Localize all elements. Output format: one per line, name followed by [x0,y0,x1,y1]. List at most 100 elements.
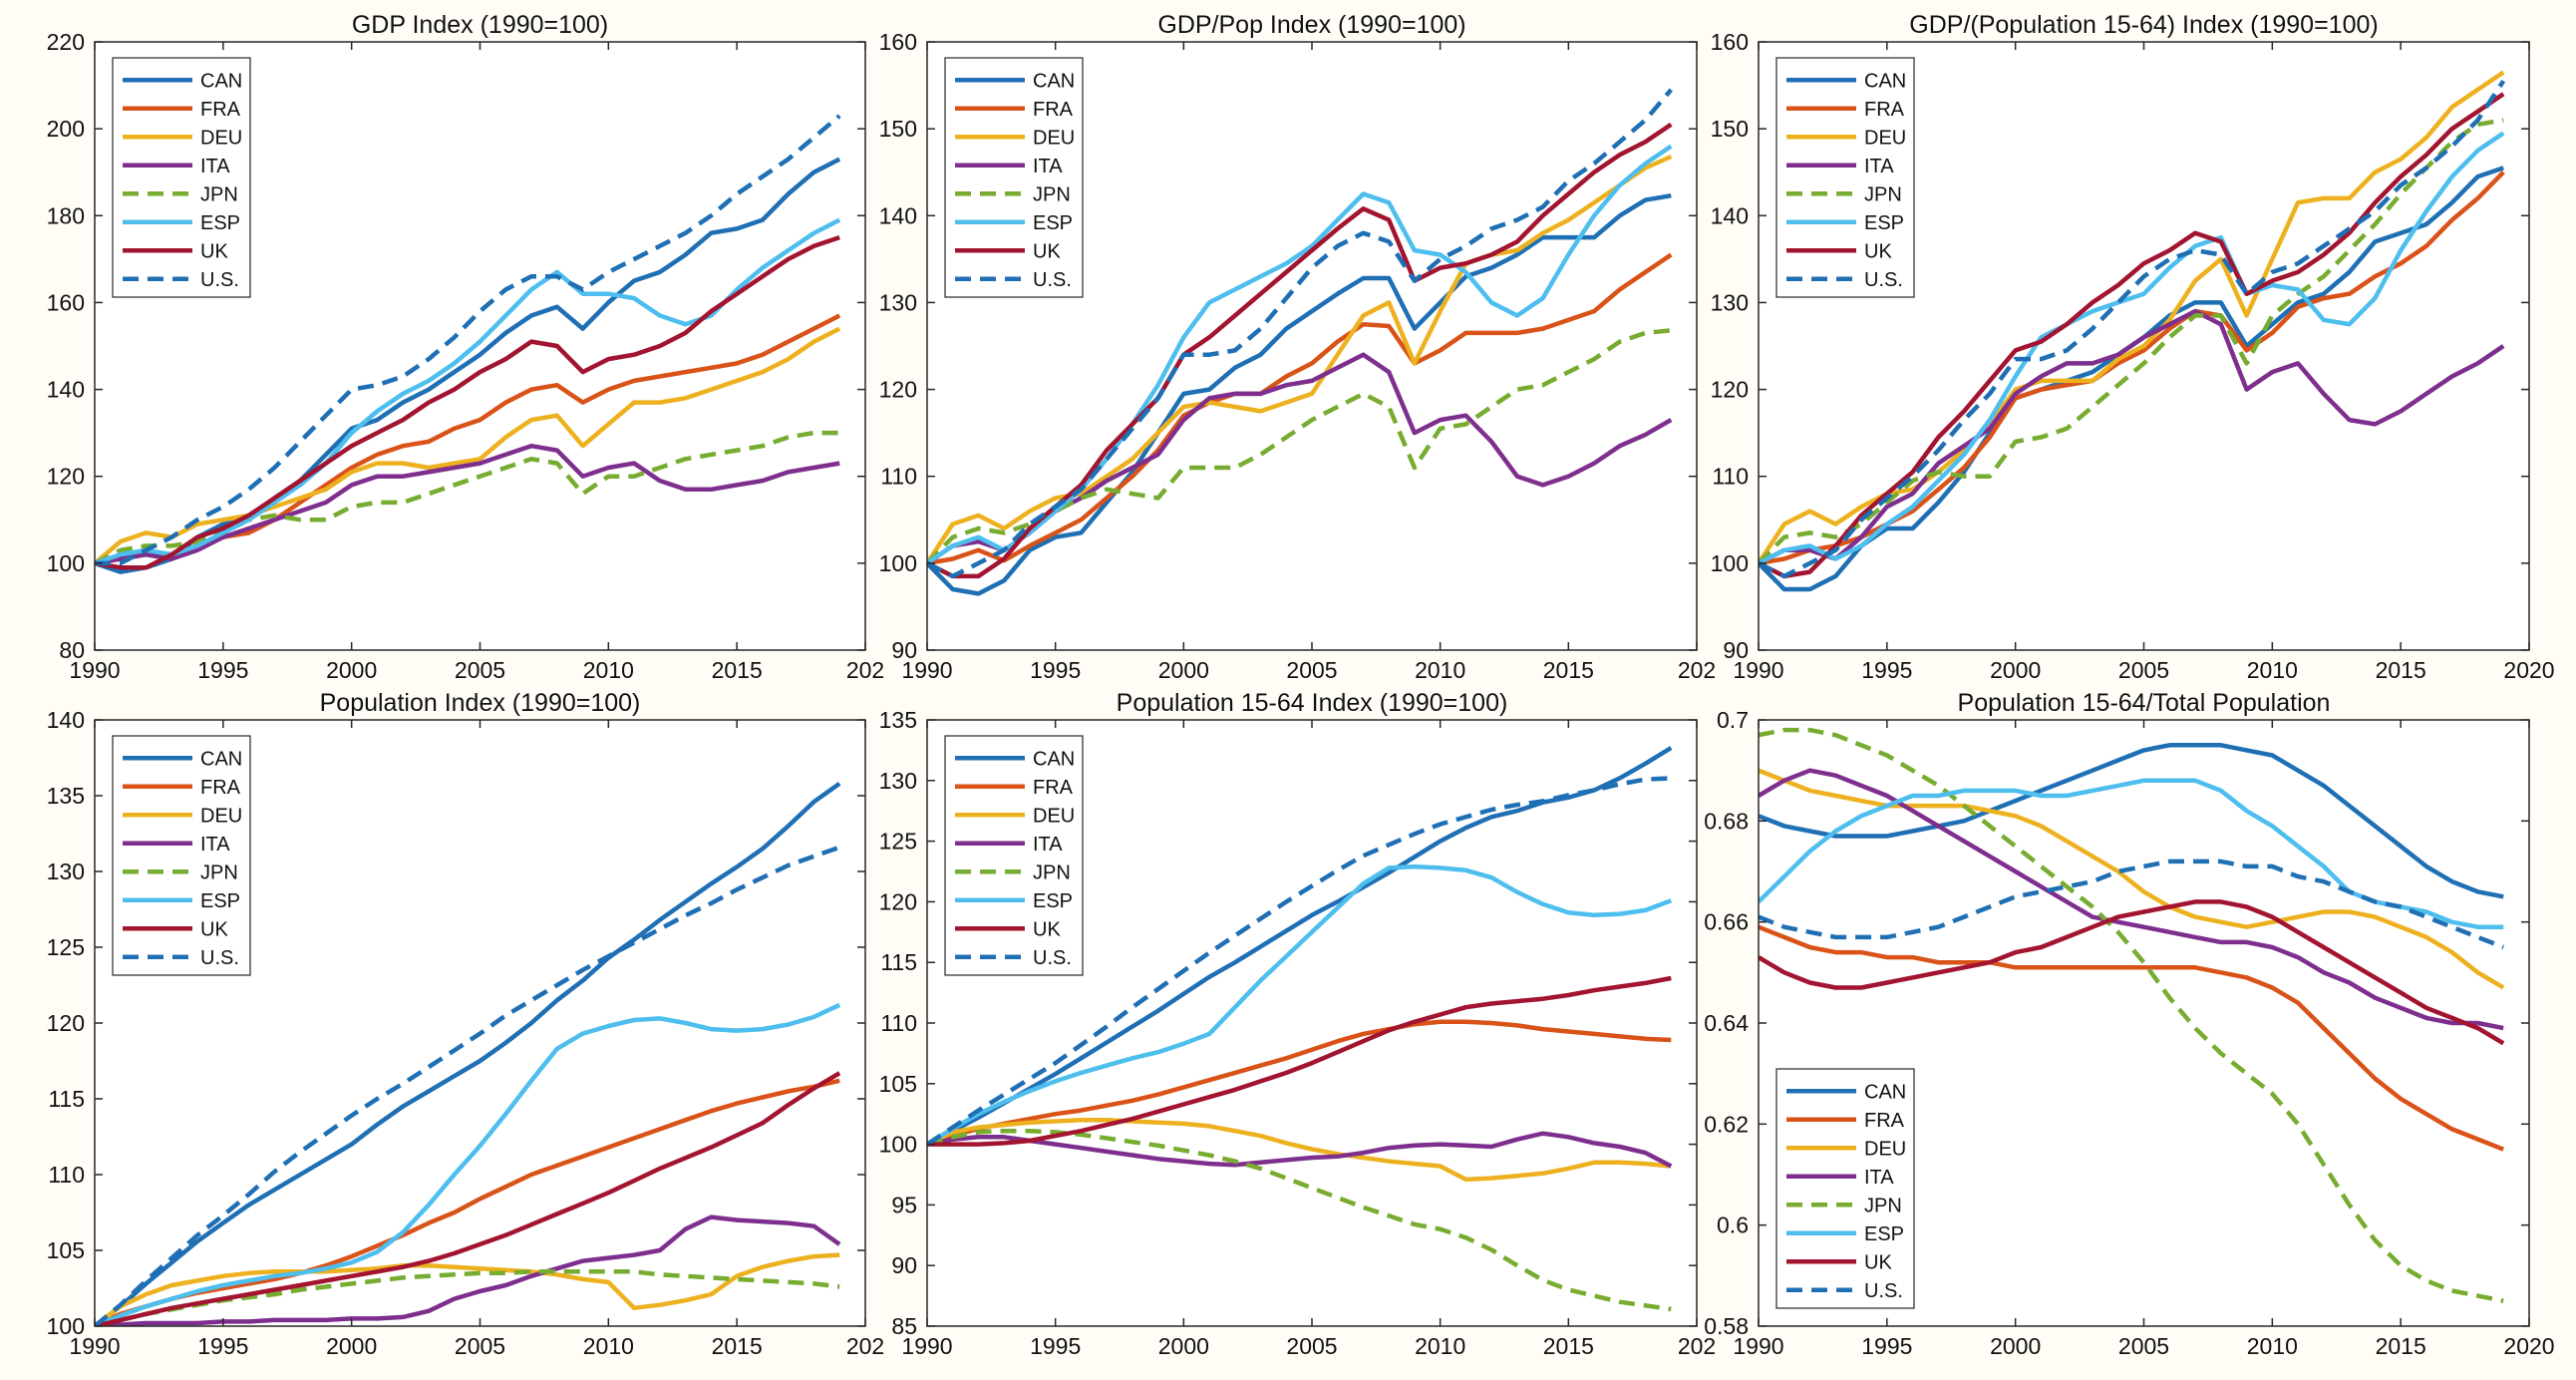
legend-label: ESP [200,212,240,234]
x-tick-label: 1995 [1861,657,1912,683]
legend-label: ESP [200,890,240,912]
y-tick-label: 125 [879,829,917,855]
y-tick-label: 110 [880,464,917,490]
chart-title: Population 15-64/Total Population [1958,689,2331,717]
y-tick-label: 0.58 [1704,1313,1749,1339]
y-tick-label: 100 [879,1132,917,1158]
legend-box [944,735,1084,976]
legend-label: UK [1033,918,1061,940]
y-tick-label: 110 [1712,464,1749,490]
series-line-jpn [927,1128,1672,1312]
y-tick-label: 85 [891,1313,917,1339]
x-tick-label: 1990 [1733,1333,1783,1359]
legend-label: FRA [1033,777,1074,799]
legend-label: ITA [1864,1167,1894,1189]
x-tick-label: 1995 [197,1333,248,1359]
legend-label: JPN [1033,183,1071,205]
y-tick-label: 115 [48,1086,85,1112]
x-tick-label: 1990 [69,657,120,683]
series-line-uk [1759,92,2505,579]
series-line-esp [95,1002,841,1326]
x-tick-label: 2005 [455,1333,505,1359]
x-tick-label: 2015 [2376,1333,2426,1359]
series-line-deu [95,326,841,565]
y-tick-label: 140 [47,707,85,733]
series-line-can [95,157,841,574]
legend-label: JPN [200,183,238,205]
series-line-esp [1759,131,2505,565]
legend-label: JPN [1864,1195,1902,1216]
legend-label: DEU [1033,805,1075,827]
y-tick-label: 0.6 [1717,1212,1749,1238]
legend-label: U.S. [1864,269,1903,291]
series-line-uk [927,122,1673,579]
legend: CAN FRA DEU ITA JPN ESP UK U.S. [1775,1068,1915,1309]
y-tick-label: 80 [59,637,85,663]
legend-label: CAN [200,748,242,770]
x-tick-label: 1995 [1030,1333,1081,1359]
legend-label: ITA [200,156,230,177]
x-tick-label: 2000 [1158,1333,1209,1359]
legend-label: UK [200,240,228,262]
y-tick-label: 130 [1711,289,1749,315]
x-tick-label: 1995 [197,657,248,683]
x-tick-label: 2005 [2118,1333,2169,1359]
series-line-jpn [927,328,1672,565]
series-line-ita [1759,308,2505,565]
chart-title: Population 15-64 Index (1990=100) [1117,689,1508,717]
legend-label: U.S. [200,269,239,291]
legend-label: CAN [1864,70,1906,92]
y-tick-label: 125 [47,934,85,960]
y-tick-label: 160 [1711,29,1749,55]
x-tick-label: 1995 [1030,657,1081,683]
legend-label: ESP [1033,890,1073,912]
chart-title: Population Index (1990=100) [320,689,641,717]
legend-label: DEU [1864,1138,1906,1160]
y-tick-label: 115 [880,949,917,975]
y-tick-label: 140 [1711,202,1749,228]
legend-box [944,57,1084,298]
x-tick-label: 202 [1678,1333,1716,1359]
x-tick-label: 2000 [1990,1333,2041,1359]
x-tick-label: 202 [846,657,884,683]
x-tick-label: 2000 [1158,657,1209,683]
series-line-us [95,114,841,566]
series-line-can [1759,743,2504,899]
y-tick-label: 100 [47,550,85,576]
legend-label: DEU [200,805,242,827]
y-tick-label: 130 [879,289,917,315]
x-tick-label: 1990 [901,1333,952,1359]
y-tick-label: 90 [891,637,917,663]
y-tick-label: 0.7 [1717,707,1749,733]
series-group [95,114,841,574]
legend-label: DEU [1033,127,1075,149]
legend-label: ESP [1033,212,1073,234]
y-tick-label: 130 [879,768,917,794]
legend-label: ITA [1033,156,1063,177]
legend-label: FRA [1864,99,1905,121]
series-line-uk [95,234,840,570]
y-tick-label: 120 [879,888,917,914]
y-tick-label: 110 [48,1162,85,1188]
legend-label: CAN [1033,70,1075,92]
x-tick-label: 2010 [1415,1333,1465,1359]
legend-label: UK [200,918,228,940]
legend-label: U.S. [1033,947,1072,969]
legend-label: FRA [200,99,241,121]
x-tick-label: 2000 [326,1333,377,1359]
y-tick-label: 100 [879,550,917,576]
legend-label: JPN [1864,183,1902,205]
series-line-uk [1759,899,2505,1046]
y-tick-label: 100 [47,1313,85,1339]
y-tick-label: 120 [879,377,917,403]
x-tick-label: 2010 [2247,1333,2298,1359]
x-tick-label: 2010 [583,1333,634,1359]
y-tick-label: 140 [879,202,917,228]
series-line-deu [1759,768,2505,990]
x-tick-label: 2010 [2247,657,2298,683]
x-tick-label: 2010 [1415,657,1465,683]
chart-title: GDP Index (1990=100) [352,11,608,39]
series-group [95,781,841,1326]
x-tick-label: 2015 [2376,657,2426,683]
